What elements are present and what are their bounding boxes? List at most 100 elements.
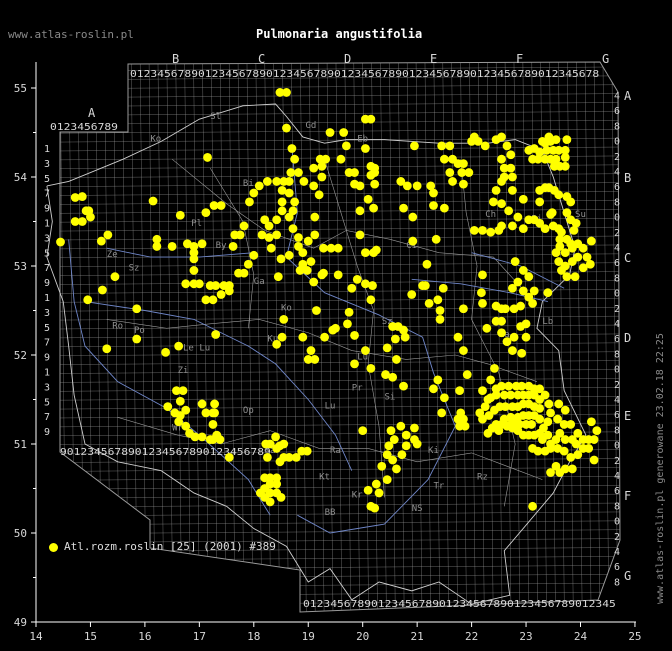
occurrence-dot [272, 339, 282, 349]
occurrence-dot [336, 154, 346, 164]
occurrence-dot [309, 181, 319, 191]
grid-line [60, 226, 620, 232]
occurrence-dot [392, 355, 401, 364]
occurrence-dot [167, 242, 177, 251]
occurrence-dot [381, 370, 390, 379]
grid-digit: 3 [44, 233, 50, 244]
occurrence-dot [83, 295, 93, 305]
occurrence-dot [366, 295, 376, 305]
occurrence-dot [497, 199, 506, 209]
grid-line [95, 62, 102, 612]
grid-digit: 4 [614, 319, 620, 330]
occurrence-dot [566, 197, 576, 207]
occurrence-dot [445, 168, 455, 177]
occurrence-dot [401, 430, 411, 440]
grid-line [60, 191, 620, 196]
grid-digit: 9 [44, 427, 50, 438]
grid-line [77, 62, 85, 612]
occurrence-dot [355, 230, 365, 240]
occurrence-dot [389, 435, 399, 444]
occurrence-dot [271, 432, 280, 442]
occurrence-dot [504, 206, 514, 216]
grid-line [60, 511, 620, 517]
grid-line [148, 62, 156, 612]
occurrence-dot [585, 259, 595, 269]
grid-digit: 1 [44, 144, 50, 155]
occurrence-dot [98, 285, 107, 295]
occurrence-dot [408, 236, 418, 246]
occurrence-dot [535, 414, 545, 424]
grid-line [60, 538, 620, 543]
occurrence-dot [553, 444, 563, 453]
occurrence-dot [189, 242, 199, 251]
grid-major-label: F [516, 52, 523, 66]
grid-digit: 3 [44, 308, 50, 319]
occurrence-dot [491, 135, 501, 145]
grid-digit-row: 0123456789012345678901234567890123456789… [303, 599, 616, 610]
occurrence-dot [273, 272, 283, 282]
occurrence-dot [528, 444, 537, 453]
occurrence-dot [309, 277, 319, 287]
grid-digit: 2 [614, 456, 620, 467]
occurrence-dot [569, 226, 579, 235]
occurrence-dot [215, 435, 225, 444]
grid-line [60, 173, 620, 178]
region-label: Lb [542, 317, 553, 327]
grid-line [60, 66, 620, 72]
occurrence-dot [506, 163, 516, 173]
occurrence-dot [559, 420, 569, 429]
occurrence-dot [521, 332, 531, 342]
country-border [46, 103, 587, 605]
occurrence-dot [70, 217, 80, 226]
occurrence-dot [352, 274, 362, 284]
x-tick-label: 22 [465, 630, 478, 643]
occurrence-dot [566, 452, 576, 462]
grid-outline [59, 61, 621, 613]
occurrence-dot [573, 450, 583, 460]
occurrence-dot [589, 455, 599, 465]
region-label: Ci [406, 241, 417, 251]
occurrence-dot [306, 346, 316, 355]
occurrence-dot [491, 185, 501, 195]
grid-digit: 7 [44, 338, 50, 349]
occurrence-dot [435, 306, 445, 315]
occurrence-dot [306, 257, 316, 266]
occurrence-dot [537, 137, 547, 146]
region-label: Bi [243, 179, 254, 189]
occurrence-dot [571, 218, 581, 228]
occurrence-dot [257, 230, 267, 240]
occurrence-dot [96, 236, 106, 246]
occurrence-dot [549, 161, 559, 171]
grid-digit: 1 [44, 219, 50, 230]
grid-line [60, 62, 67, 612]
region-label: Kt [319, 473, 330, 483]
occurrence-dot [459, 346, 468, 355]
occurrence-dot [400, 332, 410, 342]
grid-major-label: G [602, 52, 609, 66]
grid-major-label: A [88, 106, 96, 120]
occurrence-dot [540, 224, 550, 234]
grid-digit: 1 [44, 368, 50, 379]
occurrence-dot [555, 234, 565, 244]
occurrence-dot [528, 298, 537, 308]
grid-line [60, 342, 620, 348]
site-name: www.atlas-roslin.pl [8, 28, 134, 41]
grid-digit: 6 [614, 410, 620, 421]
occurrence-dot [459, 179, 468, 189]
occurrence-dot [431, 234, 441, 244]
occurrence-dot [366, 363, 376, 373]
occurrence-dot [263, 177, 272, 186]
occurrence-dot [310, 355, 320, 364]
occurrence-dot [371, 245, 381, 255]
grid-line [60, 235, 620, 241]
occurrence-dot [386, 426, 396, 436]
grid-digit: 6 [614, 182, 620, 193]
grid-line [202, 62, 209, 612]
grid-line [104, 62, 111, 612]
region-label: Gd [306, 121, 317, 131]
grid-line [60, 84, 620, 89]
occurrence-dot [491, 301, 501, 311]
occurrence-dot [560, 248, 570, 258]
region-label: NS [412, 504, 423, 514]
